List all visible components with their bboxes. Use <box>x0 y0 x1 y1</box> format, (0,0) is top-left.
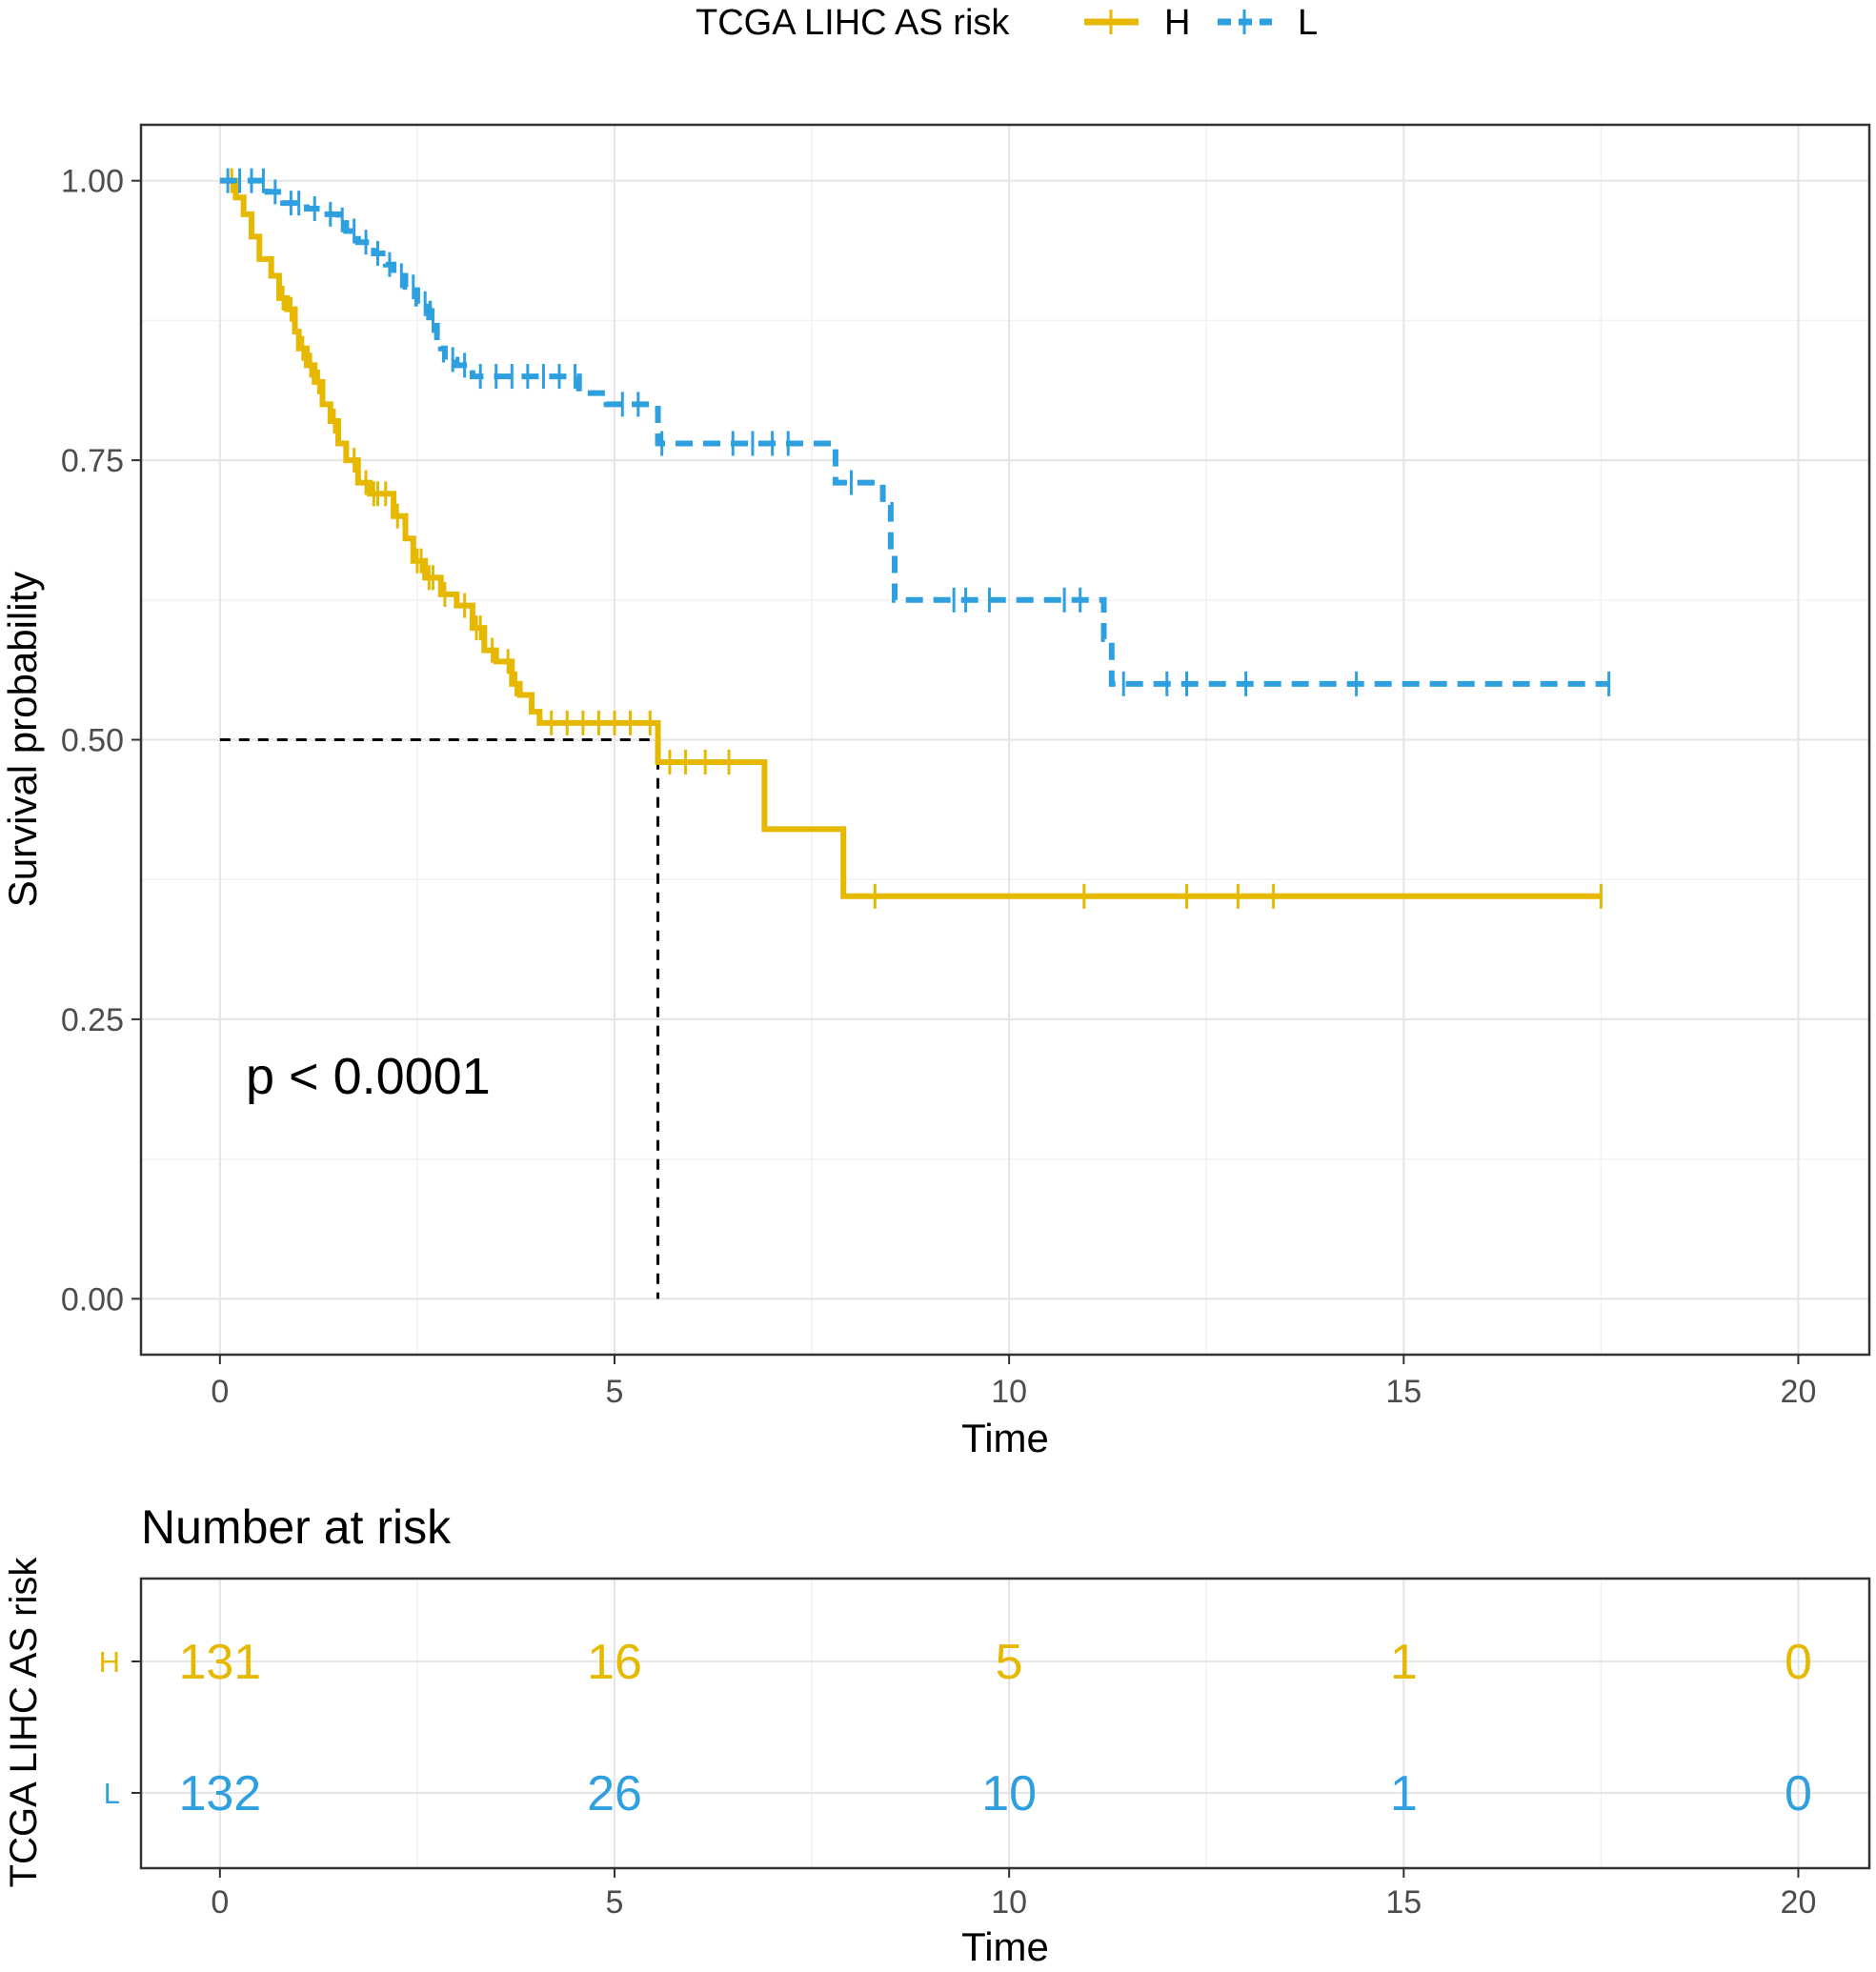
x-tick-label: 20 <box>1781 1374 1817 1410</box>
risk-count-l: 132 <box>178 1766 261 1821</box>
y-tick-label: 0.75 <box>61 443 124 479</box>
x-tick-label: 15 <box>1385 1374 1422 1410</box>
risk-count-l: 0 <box>1785 1766 1812 1821</box>
legend-l-label: L <box>1298 3 1318 43</box>
risk-table-background <box>141 1579 1869 1868</box>
risk-count-h: 5 <box>996 1635 1023 1690</box>
p-value-annotation: p < 0.0001 <box>246 1048 491 1105</box>
y-tick-label: 0.50 <box>61 723 124 759</box>
x-tick-label: 10 <box>991 1374 1027 1410</box>
risk-x-tick-label: 5 <box>606 1884 624 1921</box>
risk-count-h: 16 <box>587 1635 642 1690</box>
x-tick-label: 5 <box>606 1374 624 1410</box>
km-y-axis-title: Survival probability <box>0 572 45 908</box>
x-tick-label: 0 <box>211 1374 229 1410</box>
y-tick-label: 0.00 <box>61 1281 124 1318</box>
y-tick-label: 0.25 <box>61 1002 124 1038</box>
risk-x-tick-label: 15 <box>1385 1884 1422 1921</box>
legend-title: TCGA LIHC AS risk <box>696 3 1010 43</box>
risk-row-label-h: H <box>99 1645 120 1679</box>
risk-x-tick-label: 0 <box>211 1884 229 1921</box>
risk-count-l: 1 <box>1390 1766 1418 1821</box>
legend: TCGA LIHC AS risk H L <box>696 3 1318 43</box>
risk-table-title: Number at risk <box>141 1500 452 1554</box>
risk-count-h: 131 <box>178 1635 261 1690</box>
risk-count-h: 1 <box>1390 1635 1418 1690</box>
legend-h-label: H <box>1164 3 1190 43</box>
km-panel: 0 5 10 15 200.000.250.500.751.00 p < 0.0001 … <box>0 123 1871 1460</box>
risk-count-h: 0 <box>1785 1635 1812 1690</box>
km-curve-l <box>219 177 1609 687</box>
km-axes: 0 5 10 15 20 0.00 0.25 0.50 0.75 1.00 <box>61 164 1817 1410</box>
km-curve-h <box>219 177 1602 899</box>
risk-x-axis-title: Time <box>961 1924 1049 1967</box>
risk-count-l: 26 <box>587 1766 642 1821</box>
km-curves <box>219 168 1611 1299</box>
risk-grid <box>141 1579 1869 1868</box>
risk-y-axis-title: TCGA LIHC AS risk <box>3 1557 45 1888</box>
risk-x-tick-label: 20 <box>1781 1884 1817 1921</box>
risk-table-frame <box>139 1577 1871 1870</box>
y-tick-label: 1.00 <box>61 164 124 200</box>
risk-count-l: 10 <box>981 1766 1037 1821</box>
risk-x-tick-label: 10 <box>991 1884 1027 1921</box>
median-survival-reference-line <box>219 738 660 1299</box>
risk-row-label-l: L <box>104 1777 120 1810</box>
km-x-axis-title: Time <box>961 1416 1049 1460</box>
